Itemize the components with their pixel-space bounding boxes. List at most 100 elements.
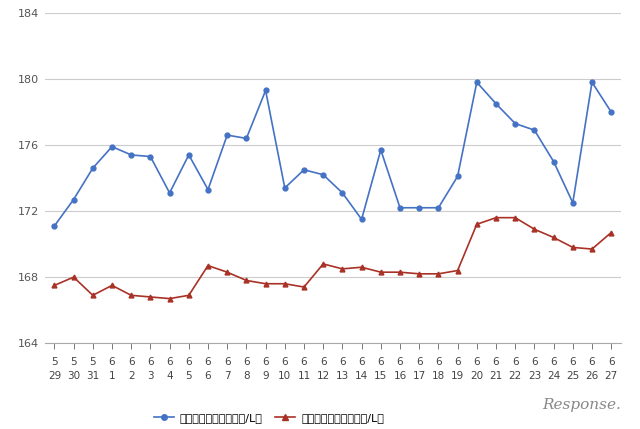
Text: 23: 23 — [528, 371, 541, 381]
Text: 5: 5 — [51, 357, 58, 367]
ハイオク看板価格（円/L） — [454, 174, 461, 179]
ハイオク看板価格（円/L） — [319, 172, 327, 177]
ハイオク実売価格（円/L） — [243, 278, 250, 283]
Text: 10: 10 — [278, 371, 291, 381]
Text: 6: 6 — [550, 357, 557, 367]
ハイオク実売価格（円/L） — [531, 227, 538, 232]
ハイオク実売価格（円/L） — [492, 215, 500, 220]
Text: 9: 9 — [262, 371, 269, 381]
Text: 13: 13 — [336, 371, 349, 381]
ハイオク実売価格（円/L） — [550, 235, 557, 240]
Text: 29: 29 — [48, 371, 61, 381]
ハイオク実売価格（円/L） — [319, 261, 327, 266]
ハイオク実売価格（円/L） — [511, 215, 519, 220]
ハイオク看板価格（円/L） — [492, 101, 500, 106]
Text: 25: 25 — [566, 371, 579, 381]
ハイオク実売価格（円/L） — [358, 265, 365, 270]
Text: 6: 6 — [512, 357, 518, 367]
Text: 6: 6 — [493, 357, 499, 367]
Text: 6: 6 — [147, 357, 154, 367]
Text: 4: 4 — [166, 371, 173, 381]
ハイオク看板価格（円/L） — [588, 80, 596, 85]
Text: 6: 6 — [454, 357, 461, 367]
ハイオク看板価格（円/L） — [89, 166, 97, 171]
Text: 2: 2 — [128, 371, 134, 381]
ハイオク看板価格（円/L） — [223, 133, 231, 138]
Text: 31: 31 — [86, 371, 99, 381]
ハイオク看板価格（円/L） — [531, 127, 538, 133]
ハイオク看板価格（円/L） — [339, 190, 346, 196]
Text: 6: 6 — [358, 357, 365, 367]
ハイオク看板価格（円/L） — [396, 205, 404, 210]
Text: 6: 6 — [416, 357, 422, 367]
ハイオク実売価格（円/L） — [108, 283, 116, 288]
Line: ハイオク看板価格（円/L）: ハイオク看板価格（円/L） — [52, 80, 614, 228]
Text: 20: 20 — [470, 371, 483, 381]
ハイオク実売価格（円/L） — [204, 263, 212, 268]
Text: 6: 6 — [397, 357, 403, 367]
ハイオク看板価格（円/L） — [300, 167, 308, 172]
Text: 6: 6 — [128, 357, 134, 367]
ハイオク看板価格（円/L） — [166, 190, 173, 196]
Text: 6: 6 — [166, 357, 173, 367]
ハイオク実売価格（円/L） — [473, 222, 481, 227]
ハイオク看板価格（円/L） — [243, 136, 250, 141]
ハイオク実売価格（円/L） — [339, 266, 346, 272]
ハイオク実売価格（円/L） — [89, 293, 97, 298]
Text: 6: 6 — [320, 357, 326, 367]
Text: 30: 30 — [67, 371, 80, 381]
ハイオク実売価格（円/L） — [262, 281, 269, 286]
ハイオク看板価格（円/L） — [127, 152, 135, 157]
ハイオク看板価格（円/L） — [511, 121, 519, 126]
Text: 11: 11 — [298, 371, 310, 381]
Text: 6: 6 — [570, 357, 576, 367]
ハイオク看板価格（円/L） — [51, 224, 58, 229]
Text: 15: 15 — [374, 371, 387, 381]
Text: 5: 5 — [90, 357, 96, 367]
Text: 14: 14 — [355, 371, 368, 381]
ハイオク看板価格（円/L） — [607, 109, 615, 115]
Text: 5: 5 — [70, 357, 77, 367]
ハイオク看板価格（円/L） — [377, 148, 385, 153]
Legend: ハイオク看板価格（円/L）, ハイオク実売価格（円/L）: ハイオク看板価格（円/L）, ハイオク実売価格（円/L） — [149, 409, 388, 428]
Text: 6: 6 — [186, 357, 192, 367]
ハイオク実売価格（円/L） — [377, 269, 385, 275]
ハイオク実売価格（円/L） — [185, 293, 193, 298]
Text: 18: 18 — [432, 371, 445, 381]
ハイオク実売価格（円/L） — [300, 284, 308, 290]
ハイオク看板価格（円/L） — [281, 185, 289, 190]
Text: 6: 6 — [589, 357, 595, 367]
Text: 7: 7 — [224, 371, 230, 381]
Text: 6: 6 — [205, 357, 211, 367]
ハイオク実売価格（円/L） — [127, 293, 135, 298]
Text: 27: 27 — [605, 371, 618, 381]
Text: 6: 6 — [435, 357, 442, 367]
Text: 6: 6 — [282, 357, 288, 367]
Text: 6: 6 — [224, 357, 230, 367]
ハイオク看板価格（円/L） — [108, 144, 116, 149]
ハイオク実売価格（円/L） — [147, 294, 154, 299]
Text: 3: 3 — [147, 371, 154, 381]
ハイオク実売価格（円/L） — [51, 283, 58, 288]
Line: ハイオク実売価格（円/L）: ハイオク実売価格（円/L） — [52, 215, 614, 301]
Text: 6: 6 — [378, 357, 384, 367]
Text: 6: 6 — [243, 357, 250, 367]
Text: 6: 6 — [339, 357, 346, 367]
ハイオク実売価格（円/L） — [588, 247, 596, 252]
ハイオク看板価格（円/L） — [415, 205, 423, 210]
Text: 8: 8 — [243, 371, 250, 381]
ハイオク看板価格（円/L） — [435, 205, 442, 210]
Text: 12: 12 — [317, 371, 330, 381]
Text: Response.: Response. — [542, 398, 621, 412]
ハイオク看板価格（円/L） — [473, 80, 481, 85]
Text: 6: 6 — [301, 357, 307, 367]
Text: 1: 1 — [109, 371, 115, 381]
ハイオク実売価格（円/L） — [70, 275, 77, 280]
Text: 16: 16 — [394, 371, 406, 381]
ハイオク実売価格（円/L） — [607, 230, 615, 235]
ハイオク看板価格（円/L） — [569, 200, 577, 205]
ハイオク看板価格（円/L） — [262, 88, 269, 93]
ハイオク看板価格（円/L） — [204, 187, 212, 192]
ハイオク実売価格（円/L） — [396, 269, 404, 275]
Text: 6: 6 — [608, 357, 614, 367]
